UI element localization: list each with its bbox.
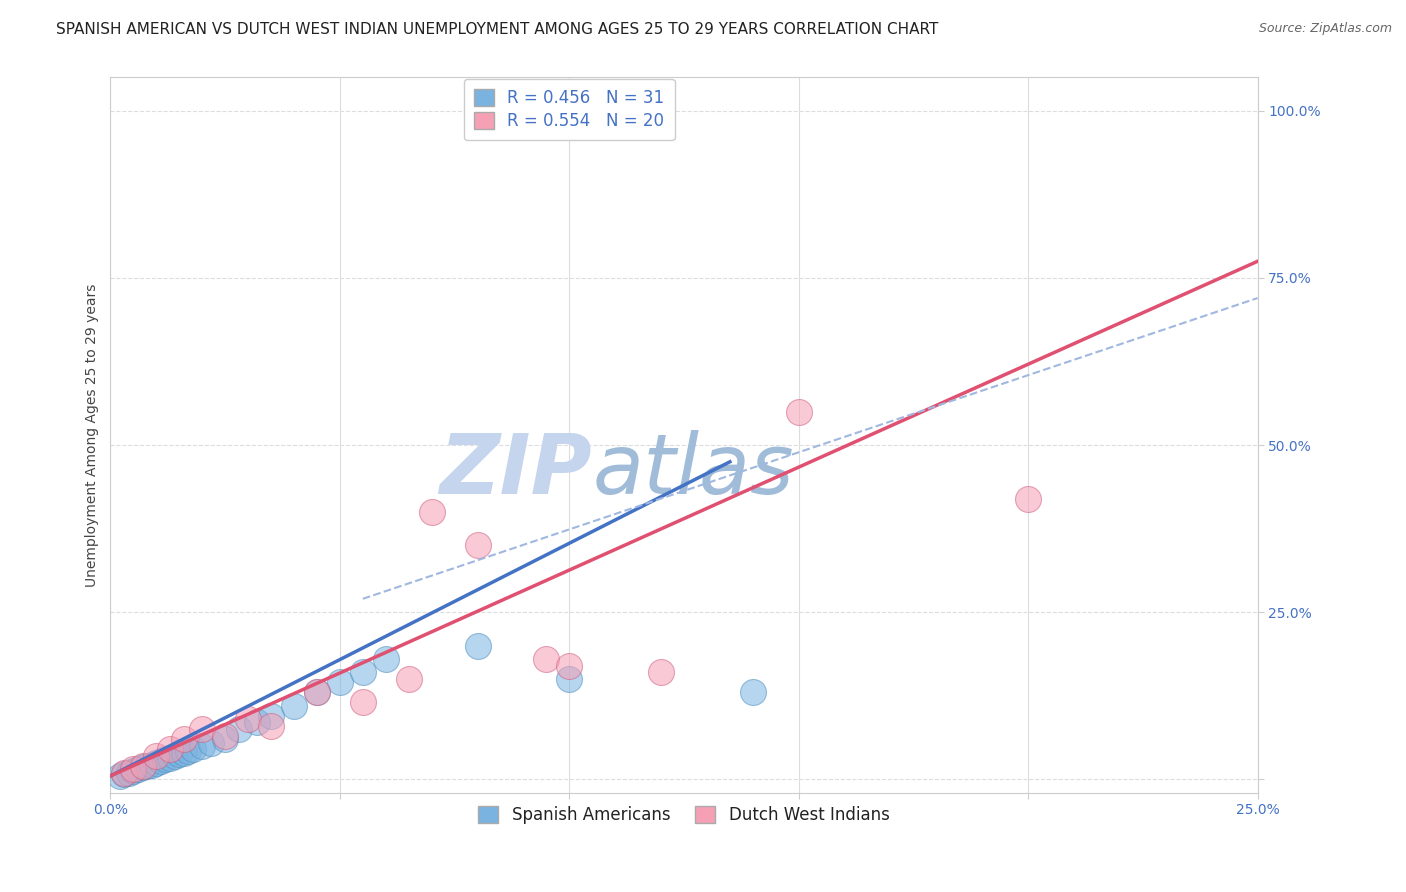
Point <box>108 769 131 783</box>
Point <box>283 698 305 713</box>
Point <box>118 765 141 780</box>
Point <box>191 722 214 736</box>
Point <box>149 754 172 768</box>
Text: SPANISH AMERICAN VS DUTCH WEST INDIAN UNEMPLOYMENT AMONG AGES 25 TO 29 YEARS COR: SPANISH AMERICAN VS DUTCH WEST INDIAN UN… <box>56 22 939 37</box>
Point <box>741 685 763 699</box>
Point <box>173 746 195 760</box>
Point <box>145 756 167 770</box>
Point <box>136 759 159 773</box>
Point <box>112 767 135 781</box>
Point <box>352 665 374 680</box>
Point <box>467 639 489 653</box>
Point <box>131 760 153 774</box>
Point <box>329 675 352 690</box>
Point <box>650 665 672 680</box>
Point <box>558 672 581 686</box>
Point <box>127 762 149 776</box>
Point <box>236 712 259 726</box>
Point <box>214 732 236 747</box>
Point <box>145 748 167 763</box>
Text: Source: ZipAtlas.com: Source: ZipAtlas.com <box>1258 22 1392 36</box>
Point <box>536 652 558 666</box>
Point <box>177 744 200 758</box>
Point <box>173 732 195 747</box>
Point <box>246 715 269 730</box>
Point <box>374 652 396 666</box>
Legend: Spanish Americans, Dutch West Indians: Spanish Americans, Dutch West Indians <box>468 797 900 834</box>
Point <box>141 757 163 772</box>
Point <box>558 658 581 673</box>
Point <box>420 505 443 519</box>
Y-axis label: Unemployment Among Ages 25 to 29 years: Unemployment Among Ages 25 to 29 years <box>86 284 100 587</box>
Point <box>305 685 328 699</box>
Point <box>214 729 236 743</box>
Text: ZIP: ZIP <box>440 430 592 511</box>
Point <box>260 719 283 733</box>
Point <box>122 764 145 779</box>
Point <box>352 695 374 709</box>
Point <box>167 747 190 761</box>
Point <box>191 739 214 753</box>
Point <box>131 759 153 773</box>
Point <box>228 722 250 736</box>
Point <box>1017 491 1039 506</box>
Text: atlas: atlas <box>592 430 794 511</box>
Point <box>181 742 204 756</box>
Point <box>305 685 328 699</box>
Point <box>787 404 810 418</box>
Point <box>159 751 181 765</box>
Point <box>122 762 145 776</box>
Point <box>155 752 177 766</box>
Point <box>200 735 222 749</box>
Point <box>163 748 186 763</box>
Point <box>467 538 489 552</box>
Point <box>398 672 420 686</box>
Point <box>260 708 283 723</box>
Point <box>159 742 181 756</box>
Point <box>112 765 135 780</box>
